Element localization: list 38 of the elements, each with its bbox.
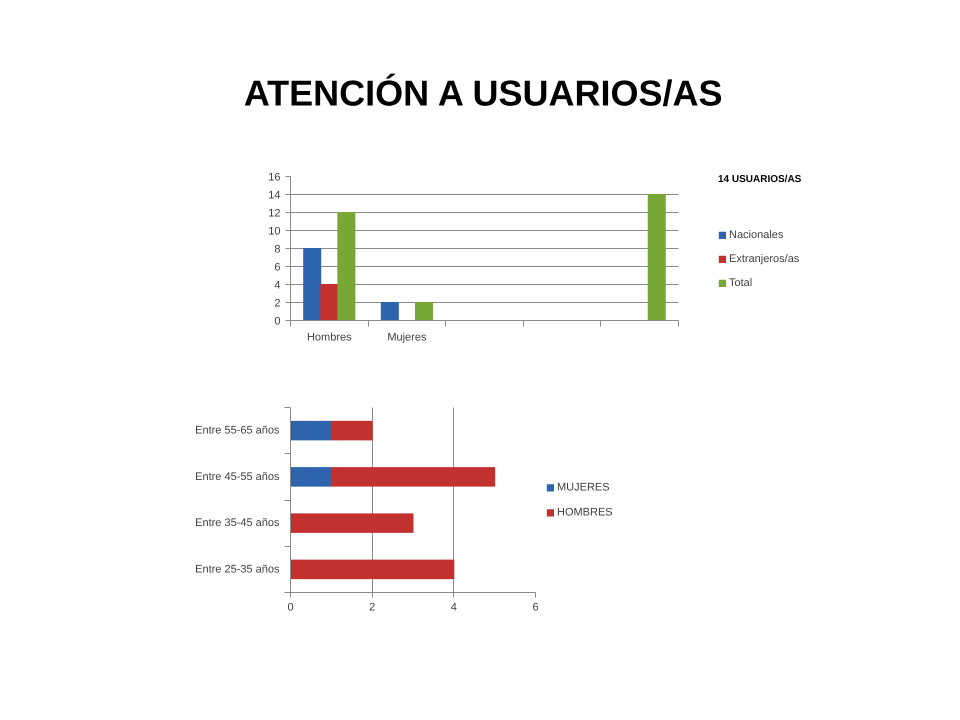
bar <box>290 420 332 440</box>
bar <box>303 248 322 320</box>
x-tick-label: 0 <box>287 602 294 614</box>
legend-label: Extranjeros/as <box>729 253 800 265</box>
y-tick-label: 10 <box>268 226 281 238</box>
legend-label: HOMBRES <box>557 506 613 518</box>
x-tick-label: Hombres <box>306 332 352 344</box>
y-tick-label: 0 <box>274 316 281 328</box>
y-tick-label: 8 <box>274 244 281 256</box>
y-tick-label: 16 <box>268 172 281 184</box>
bar <box>320 284 338 320</box>
legend-label: Total <box>729 277 752 289</box>
bar <box>648 194 666 320</box>
y-tick-label: Entre 55-65 años <box>195 424 280 437</box>
y-tick-label: 6 <box>274 262 281 274</box>
bar <box>330 467 496 487</box>
x-tick-label: 4 <box>450 602 457 614</box>
legend-label: MUJERES <box>557 481 610 493</box>
bar <box>330 420 373 440</box>
bar <box>290 560 454 580</box>
bar <box>337 212 356 320</box>
y-tick-label: Entre 25-35 años <box>195 563 280 576</box>
y-tick-label: 14 <box>268 190 281 202</box>
bar <box>380 302 399 320</box>
y-tick-label: Entre 45-55 años <box>195 470 280 483</box>
x-tick-label: 6 <box>532 602 539 614</box>
y-tick-label: 2 <box>274 298 281 310</box>
chart-title: ATENCIÓN A USUARIOS/AS <box>244 72 723 114</box>
x-tick-label: 2 <box>369 602 376 614</box>
bar <box>290 467 332 487</box>
y-tick-label: 4 <box>274 280 281 292</box>
y-tick-label: 12 <box>268 208 281 220</box>
x-tick-label: Mujeres <box>387 332 427 344</box>
legend-title: 14 USUARIOS/AS <box>718 174 802 185</box>
legend-label: Nacionales <box>729 229 784 241</box>
y-tick-label: Entre 35-45 años <box>195 517 280 530</box>
bar <box>290 513 414 533</box>
bar <box>414 302 434 320</box>
